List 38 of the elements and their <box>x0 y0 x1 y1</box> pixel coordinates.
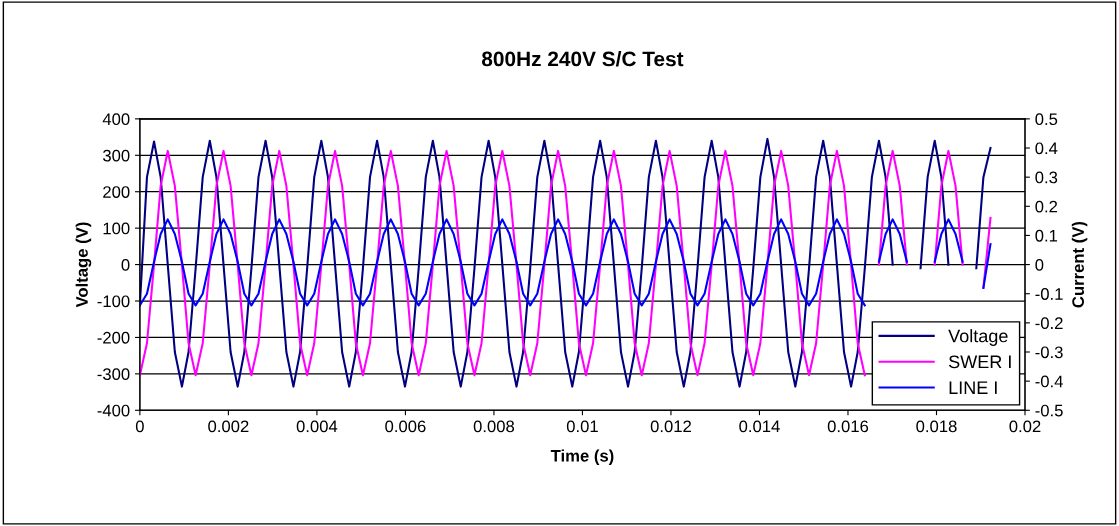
x-tick-label: 0.006 <box>385 420 426 433</box>
x-tick-label: 0.016 <box>827 420 869 433</box>
y2-tick-label: 0.4 <box>1035 142 1058 155</box>
y2-tick-label: -0.2 <box>1035 317 1063 330</box>
x-tick-label: 0.014 <box>739 420 780 433</box>
y-tick-label: -300 <box>97 368 130 381</box>
legend-label: Voltage <box>948 329 1008 346</box>
x-axis-title: Time (s) <box>550 449 614 465</box>
y2-tick-label: -0.4 <box>1035 375 1063 388</box>
y-tick-label: 400 <box>102 113 130 126</box>
x-tick-label: 0.008 <box>473 420 515 433</box>
chart-title: 800Hz 240V S/C Test <box>481 51 684 67</box>
y2-tick-label: 0.3 <box>1035 171 1058 184</box>
y2-axis-title: Current (V) <box>1071 221 1088 308</box>
x-tick-label: 0 <box>135 420 144 433</box>
x-tick-label: 0.002 <box>208 420 249 433</box>
legend-label: SWER I <box>948 355 1011 369</box>
y-axis-title: Voltage (V) <box>75 222 92 308</box>
y2-tick-label: -0.3 <box>1035 346 1063 359</box>
x-tick-label: 0.01 <box>566 420 598 433</box>
x-tick-label: 0.02 <box>1009 420 1041 433</box>
y2-tick-label: 0.1 <box>1035 229 1058 242</box>
y-tick-label: -200 <box>97 331 130 344</box>
y-tick-label: -100 <box>97 295 130 308</box>
legend-label: LINE I <box>949 381 997 394</box>
y2-tick-label: 0.2 <box>1035 200 1058 213</box>
x-tick-label: 0.004 <box>296 420 338 433</box>
y-tick-label: -400 <box>97 404 130 417</box>
y-tick-label: 300 <box>102 149 130 162</box>
y2-tick-label: 0 <box>1035 258 1044 271</box>
y2-tick-label: -0.1 <box>1035 288 1063 300</box>
y2-tick-label: 0.5 <box>1035 113 1058 126</box>
x-tick-label: 0.018 <box>916 420 957 433</box>
y-tick-label: 100 <box>103 222 130 235</box>
y-tick-label: 200 <box>103 186 130 198</box>
y-tick-label: 0 <box>121 258 130 271</box>
y2-tick-label: -0.5 <box>1035 404 1063 417</box>
x-tick-label: 0.012 <box>650 420 691 433</box>
